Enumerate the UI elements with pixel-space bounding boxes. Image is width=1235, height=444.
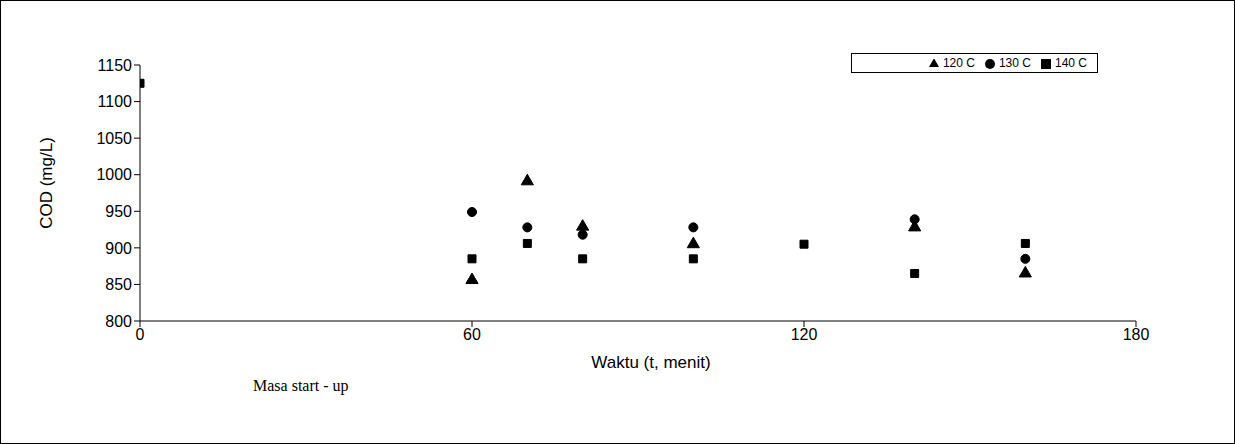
svg-text:900: 900 <box>105 240 132 257</box>
svg-text:180: 180 <box>1123 326 1150 343</box>
svg-text:950: 950 <box>105 203 132 220</box>
html-text:120 C: 120 C <box>942 56 975 70</box>
svg-text:800: 800 <box>105 313 132 330</box>
html-text:140 C: 140 C <box>1055 56 1087 70</box>
html-text:Waktu (t, menit): Waktu (t, menit) <box>591 353 711 372</box>
svg-text:850: 850 <box>105 276 132 293</box>
svg-text:1150: 1150 <box>98 57 133 74</box>
svg-text:1000: 1000 <box>96 166 132 183</box>
svg-text:1050: 1050 <box>96 130 132 147</box>
svg-text:60: 60 <box>463 326 481 343</box>
html-text:130 C: 130 C <box>998 56 1031 70</box>
svg-text:0: 0 <box>136 326 145 343</box>
html-text:COD (mg/L): COD (mg/L) <box>37 137 56 229</box>
html-text:Masa start - up: Masa start - up <box>253 377 349 394</box>
svg-text:1100: 1100 <box>98 93 133 110</box>
svg-text:120: 120 <box>791 326 818 343</box>
